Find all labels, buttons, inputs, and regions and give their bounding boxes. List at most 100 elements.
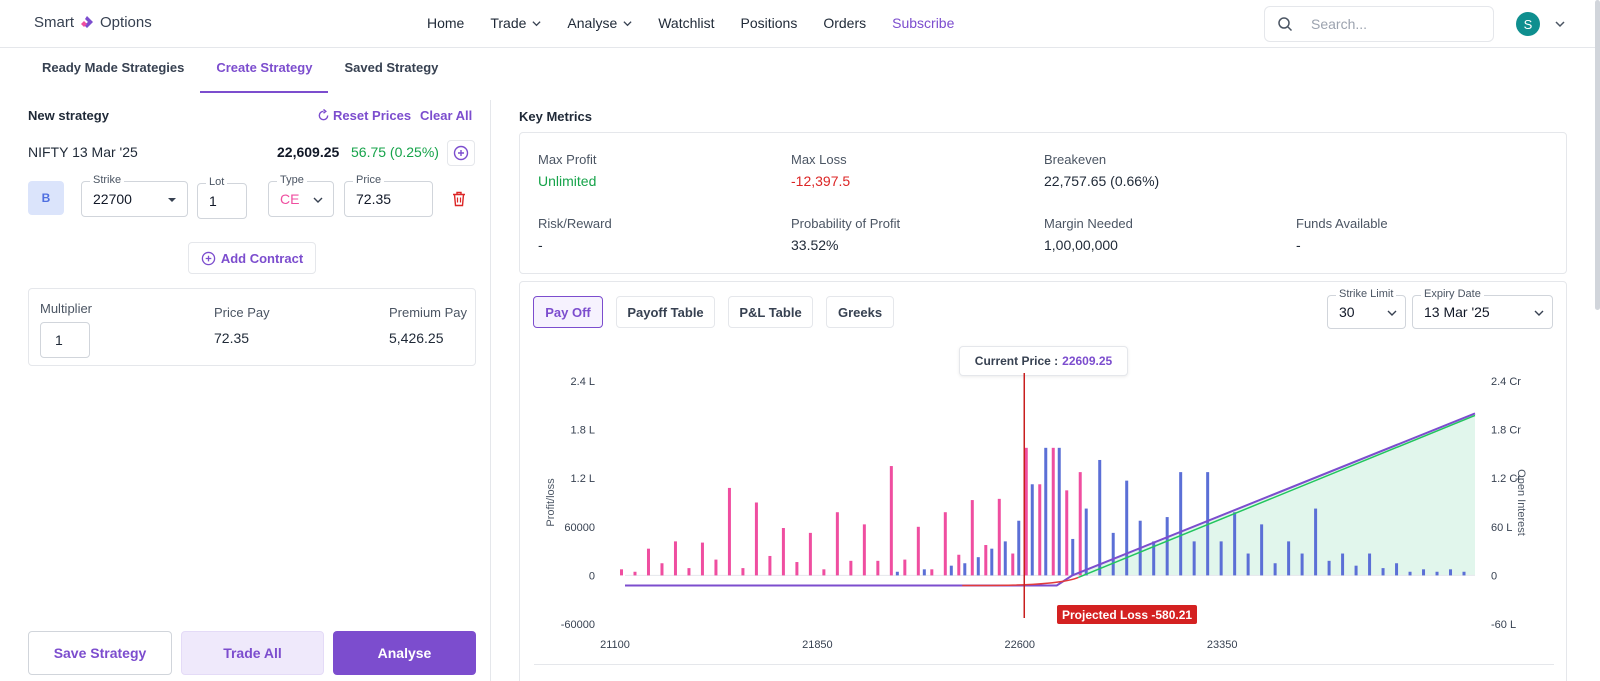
tab-greeks[interactable]: Greeks: [826, 296, 894, 328]
call-oi-bar: [1165, 517, 1169, 576]
price-input[interactable]: Price 72.35: [344, 174, 433, 217]
nav-subscribe-label: Subscribe: [892, 15, 955, 31]
tab-pay-off[interactable]: Pay Off: [533, 296, 603, 328]
call-oi-bar: [1179, 472, 1183, 576]
call-oi-bar: [1111, 532, 1115, 576]
today-loss-curve: [962, 576, 1079, 587]
strike-select[interactable]: Strike 22700: [81, 174, 188, 217]
nav-positions[interactable]: Positions: [741, 15, 798, 31]
avatar[interactable]: S: [1516, 12, 1540, 36]
put-oi-bar: [889, 466, 893, 576]
call-oi-bar: [1449, 569, 1453, 576]
put-oi-bar: [1078, 472, 1082, 576]
y2-tick-label: 60 L: [1491, 522, 1512, 534]
buy-sell-toggle[interactable]: B: [28, 181, 64, 215]
strike-label: Strike: [90, 174, 125, 186]
tab-saved-strategy[interactable]: Saved Strategy: [344, 60, 439, 75]
nav-subscribe[interactable]: Subscribe: [892, 15, 954, 31]
put-oi-bar: [714, 559, 718, 576]
put-oi-bar: [903, 559, 907, 576]
tab-ready-made-strategies[interactable]: Ready Made Strategies: [42, 60, 185, 75]
search-input[interactable]: [1311, 16, 1481, 32]
funds-available-label: Funds Available: [1296, 216, 1388, 231]
tab-payoff-table[interactable]: Payoff Table: [616, 296, 715, 328]
put-oi-bar: [970, 500, 974, 576]
y-tick-label: 1.8 L: [571, 425, 595, 437]
y-tick-label: -60000: [561, 619, 595, 631]
put-oi-bar: [673, 541, 677, 576]
call-oi-bar: [1219, 541, 1223, 576]
nav-trade-label: Trade: [490, 15, 527, 31]
put-oi-bar: [727, 487, 731, 576]
caret-down-icon: [168, 198, 176, 202]
call-oi-bar: [1206, 472, 1210, 576]
call-oi-bar: [1462, 571, 1466, 576]
nav-watchlist-label: Watchlist: [658, 15, 715, 31]
put-oi-bar: [768, 555, 772, 576]
strategy-tabs: Ready Made Strategies Create Strategy Sa…: [26, 48, 454, 93]
nav-analyse[interactable]: Analyse: [567, 15, 632, 31]
max-loss-label: Max Loss: [791, 152, 847, 167]
tab-create-strategy[interactable]: Create Strategy: [200, 48, 329, 93]
clear-all-button[interactable]: Clear All: [420, 108, 473, 123]
search-box[interactable]: [1264, 6, 1494, 42]
refresh-icon: [318, 109, 329, 121]
nav-home[interactable]: Home: [427, 15, 464, 31]
brand-logo[interactable]: Smart Options: [34, 14, 152, 31]
projected-loss-label: Projected Loss -580.21: [1057, 605, 1198, 624]
page-scrollbar[interactable]: [1595, 0, 1600, 310]
lot-value: 1: [209, 193, 217, 209]
put-oi-bar: [916, 526, 920, 576]
tab-pl-table[interactable]: P&L Table: [728, 296, 813, 328]
reset-prices-button[interactable]: Reset Prices: [317, 108, 411, 123]
expiry-date-select[interactable]: Expiry Date 13 Mar '25: [1412, 288, 1553, 329]
call-oi-bar: [1071, 538, 1075, 576]
call-oi-bar: [1287, 541, 1291, 576]
option-type-select[interactable]: Type CE: [268, 174, 334, 217]
call-oi-bar: [1003, 541, 1007, 576]
delete-leg-icon[interactable]: [452, 191, 466, 207]
trade-all-button[interactable]: Trade All: [181, 631, 324, 675]
put-oi-bar: [862, 524, 866, 576]
put-oi-bar: [781, 528, 785, 576]
save-strategy-button[interactable]: Save Strategy: [28, 631, 172, 675]
payoff-chart[interactable]: 2.4 L 1.8 L 1.2 L 60000 0 -60000 2.4 Cr 1.8 Cr 1…: [540, 370, 1550, 662]
multiplier-input[interactable]: 1: [40, 322, 90, 358]
nav-watchlist[interactable]: Watchlist: [658, 15, 714, 31]
call-oi-bar: [976, 557, 980, 576]
put-oi-bar: [822, 569, 826, 576]
analyse-button[interactable]: Analyse: [333, 631, 476, 675]
lot-input[interactable]: Lot 1: [197, 176, 247, 219]
add-contract-button[interactable]: Add Contract: [188, 242, 316, 274]
nav-orders[interactable]: Orders: [823, 15, 866, 31]
brand-mark-icon: [81, 15, 94, 28]
probability-of-profit-value: 33.52%: [791, 237, 839, 253]
x-tick-label: 21100: [600, 639, 630, 651]
y2-tick-label: 1.8 Cr: [1491, 425, 1521, 437]
strategy-title: New strategy: [28, 108, 109, 123]
y-tick-label: 60000: [564, 522, 595, 534]
strike-limit-select[interactable]: Strike Limit 30: [1327, 288, 1406, 329]
max-loss-value: -12,397.5: [791, 173, 851, 189]
call-oi-bar: [1044, 447, 1048, 576]
call-oi-bar: [1422, 569, 1426, 576]
nav-orders-label: Orders: [823, 15, 867, 31]
brand-name-left: Smart: [34, 14, 75, 31]
y-tick-label: 2.4 L: [571, 376, 595, 388]
put-oi-bar: [1024, 447, 1028, 576]
put-oi-bar: [1051, 447, 1055, 576]
nav-trade[interactable]: Trade: [490, 15, 541, 31]
put-oi-bar: [876, 560, 880, 576]
expiry-date-label: Expiry Date: [1421, 288, 1484, 300]
call-oi-bar: [1314, 508, 1318, 576]
put-oi-bar: [741, 568, 745, 576]
x-tick-label: 23350: [1207, 639, 1238, 651]
option-type-value: CE: [280, 191, 300, 207]
put-oi-bar: [943, 512, 947, 576]
put-oi-bar: [1038, 484, 1042, 576]
chevron-down-icon: [623, 20, 632, 26]
price-label: Price: [353, 174, 385, 186]
chevron-down-icon[interactable]: [1555, 19, 1565, 29]
price-change: 56.75 (0.25%): [351, 144, 439, 160]
add-instrument-button[interactable]: [447, 140, 475, 166]
